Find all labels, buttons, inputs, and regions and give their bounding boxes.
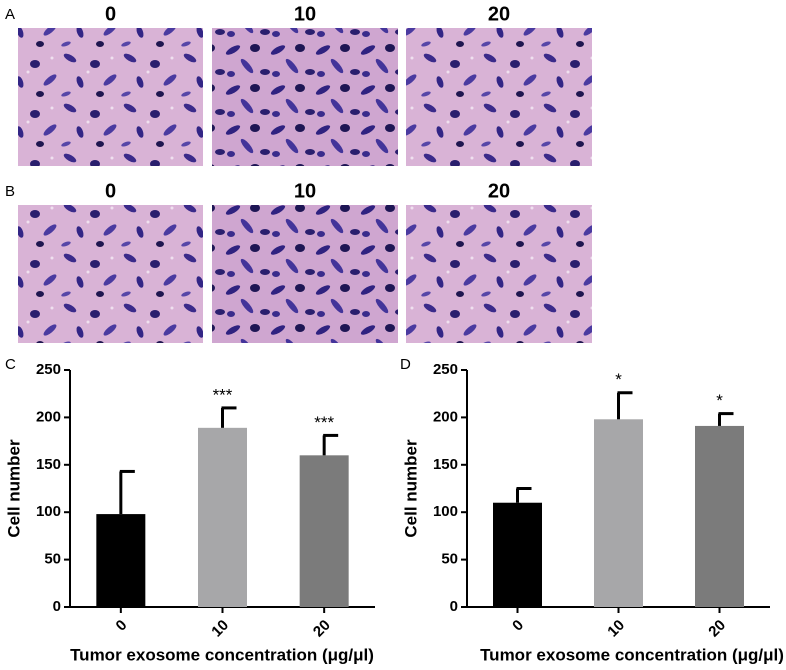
x-axis-label: Tumor exosome concentration (μg/μl) xyxy=(70,645,374,664)
micrograph xyxy=(18,28,203,166)
panel-label: B xyxy=(5,183,15,200)
x-tick-label: 10 xyxy=(208,617,232,641)
micrograph xyxy=(212,28,398,166)
y-tick-label: 50 xyxy=(44,551,61,568)
x-tick-label: 10 xyxy=(604,617,628,641)
x-tick-label: 20 xyxy=(705,617,729,641)
significance: *** xyxy=(213,385,233,404)
image-header: 20 xyxy=(488,3,510,25)
bar xyxy=(594,419,643,607)
micrograph xyxy=(18,205,203,343)
image-header: 0 xyxy=(105,180,116,202)
significance: *** xyxy=(314,413,334,432)
panel-label: D xyxy=(400,356,411,373)
y-tick-label: 150 xyxy=(36,456,61,473)
bar xyxy=(695,425,744,607)
bar xyxy=(198,427,247,607)
image-header: 0 xyxy=(105,3,116,25)
micrograph xyxy=(212,205,398,343)
x-tick-label: 20 xyxy=(310,617,334,641)
y-tick-label: 250 xyxy=(433,361,458,378)
y-tick-label: 50 xyxy=(441,551,458,568)
image-header: 10 xyxy=(294,180,316,202)
significance: * xyxy=(615,370,622,389)
x-axis-label: Tumor exosome concentration (μg/μl) xyxy=(480,645,784,664)
y-tick-label: 250 xyxy=(36,361,61,378)
bar xyxy=(96,514,146,607)
y-tick-label: 100 xyxy=(36,503,61,520)
y-tick-label: 100 xyxy=(433,503,458,520)
image-header: 10 xyxy=(294,3,316,25)
y-axis-label: Cell number xyxy=(4,439,23,538)
significance: * xyxy=(716,391,723,410)
micrograph xyxy=(406,28,592,166)
micrograph xyxy=(406,205,592,343)
bar xyxy=(299,455,349,607)
x-tick-label: 0 xyxy=(113,617,131,635)
x-tick-label: 0 xyxy=(509,617,527,635)
panel-label: A xyxy=(5,6,15,23)
y-tick-label: 150 xyxy=(433,456,458,473)
y-tick-label: 200 xyxy=(433,408,458,425)
y-axis-label: Cell number xyxy=(401,439,420,538)
y-tick-label: 200 xyxy=(36,408,61,425)
image-header: 20 xyxy=(488,180,510,202)
bar xyxy=(493,502,542,607)
panel-label: C xyxy=(5,356,16,373)
image-panels: A 0 10 20 B 0 10 20 xyxy=(5,3,592,343)
y-tick-label: 0 xyxy=(53,598,61,615)
y-tick-label: 0 xyxy=(450,598,458,615)
